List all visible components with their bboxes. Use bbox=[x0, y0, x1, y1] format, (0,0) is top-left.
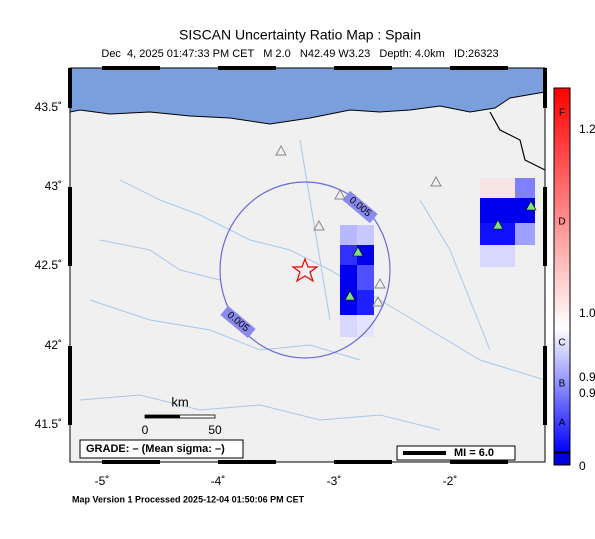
epicenter bbox=[291, 257, 319, 283]
lat-label: 43˚ bbox=[45, 179, 62, 193]
colorbar-label: 0.9 bbox=[579, 386, 595, 400]
lat-label: 42.5˚ bbox=[35, 258, 62, 272]
footer: Map Version 1 Processed 2025-12-04 01:50… bbox=[72, 494, 305, 504]
grade-box bbox=[79, 439, 244, 459]
magnitude: MI = 6.0 bbox=[454, 447, 494, 459]
grade-letter: B bbox=[559, 379, 566, 390]
lat-label: 42˚ bbox=[45, 338, 62, 352]
grade-letter: C bbox=[558, 338, 565, 349]
colorbar-label: 0.9 bbox=[579, 370, 595, 384]
border bbox=[489, 111, 545, 171]
lat-label: 41.5˚ bbox=[35, 417, 62, 431]
colorbar-label: 1.2 bbox=[579, 122, 595, 136]
stations-active bbox=[344, 200, 537, 301]
title: SISCAN Uncertainty Ratio Map : Spain bbox=[179, 27, 421, 43]
contour bbox=[219, 181, 391, 359]
stations bbox=[275, 144, 442, 307]
mi-box bbox=[396, 445, 516, 461]
scale-unit: km bbox=[171, 394, 188, 409]
lon-label: -3˚ bbox=[327, 474, 342, 488]
lon-label: -2˚ bbox=[443, 474, 458, 488]
frame-ticks bbox=[68, 66, 547, 464]
sea bbox=[70, 68, 545, 125]
lon-label: -4˚ bbox=[211, 474, 226, 488]
colorbar-label: 1.0 bbox=[579, 306, 595, 320]
lat-labels: 43.5˚ 43˚ 42.5˚ 42˚ 41.5˚ bbox=[35, 100, 62, 431]
colorbar-letters: F D C B A bbox=[558, 108, 565, 429]
grade: GRADE: – (Mean sigma: –) bbox=[86, 443, 225, 455]
grade-letter: F bbox=[559, 108, 565, 119]
lon-label: -5˚ bbox=[95, 474, 110, 488]
colorbar-labels: 1.2 1.0 0.9 0.9 0 bbox=[579, 122, 595, 473]
grade-letter: D bbox=[558, 217, 565, 228]
scale-start: 0 bbox=[142, 423, 149, 437]
subtitle: Dec 4, 2025 01:47:33 PM CET M 2.0 N42.49… bbox=[101, 48, 498, 60]
scale-end: 50 bbox=[208, 423, 222, 437]
grade-letter: A bbox=[559, 418, 566, 429]
colorbar-label: 0 bbox=[579, 459, 586, 473]
grid-cells bbox=[340, 178, 535, 337]
scale-bar: km 0 50 bbox=[142, 394, 222, 437]
lat-label: 43.5˚ bbox=[35, 100, 62, 114]
colorbar bbox=[553, 87, 571, 453]
colorbar-min bbox=[553, 452, 571, 466]
map-area: 0.005 0.005 bbox=[70, 68, 545, 462]
lon-labels: -5˚ -4˚ -3˚ -2˚ bbox=[95, 474, 458, 488]
